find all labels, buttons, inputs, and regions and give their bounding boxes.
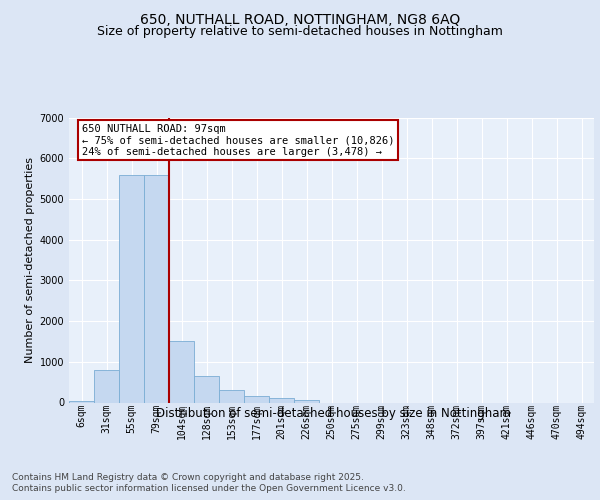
Text: Contains HM Land Registry data © Crown copyright and database right 2025.: Contains HM Land Registry data © Crown c… [12, 472, 364, 482]
Bar [294, 400, 319, 402]
Text: Distribution of semi-detached houses by size in Nottingham: Distribution of semi-detached houses by … [155, 408, 511, 420]
Bar [144, 174, 169, 402]
Text: 650 NUTHALL ROAD: 97sqm
← 75% of semi-detached houses are smaller (10,826)
24% o: 650 NUTHALL ROAD: 97sqm ← 75% of semi-de… [82, 124, 395, 157]
Bar [169, 342, 194, 402]
Y-axis label: Number of semi-detached properties: Number of semi-detached properties [25, 157, 35, 363]
Bar [194, 376, 219, 402]
Bar [119, 174, 144, 402]
Bar [219, 390, 244, 402]
Bar [269, 398, 294, 402]
Bar [94, 370, 119, 402]
Text: 650, NUTHALL ROAD, NOTTINGHAM, NG8 6AQ: 650, NUTHALL ROAD, NOTTINGHAM, NG8 6AQ [140, 12, 460, 26]
Text: Size of property relative to semi-detached houses in Nottingham: Size of property relative to semi-detach… [97, 25, 503, 38]
Bar [244, 396, 269, 402]
Text: Contains public sector information licensed under the Open Government Licence v3: Contains public sector information licen… [12, 484, 406, 493]
